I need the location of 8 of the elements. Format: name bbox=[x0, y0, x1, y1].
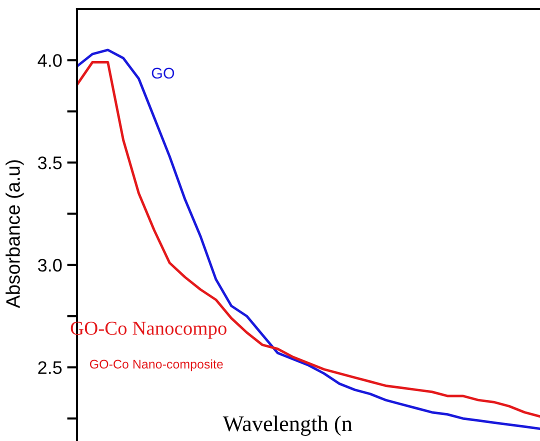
y-axis-title: Absorbance (a.u) bbox=[6, 160, 24, 308]
y-tick-label: 2.5 bbox=[38, 361, 62, 374]
y-tick-label: 3.0 bbox=[38, 258, 62, 272]
text: GO-Co Nano-composite bbox=[90, 359, 223, 372]
series-label: GO bbox=[152, 68, 174, 79]
y-tick-label: 3.5 bbox=[38, 156, 62, 170]
y-tick-label: 4.0 bbox=[38, 54, 62, 67]
x-axis-title: Wavelength (n bbox=[222, 416, 352, 436]
